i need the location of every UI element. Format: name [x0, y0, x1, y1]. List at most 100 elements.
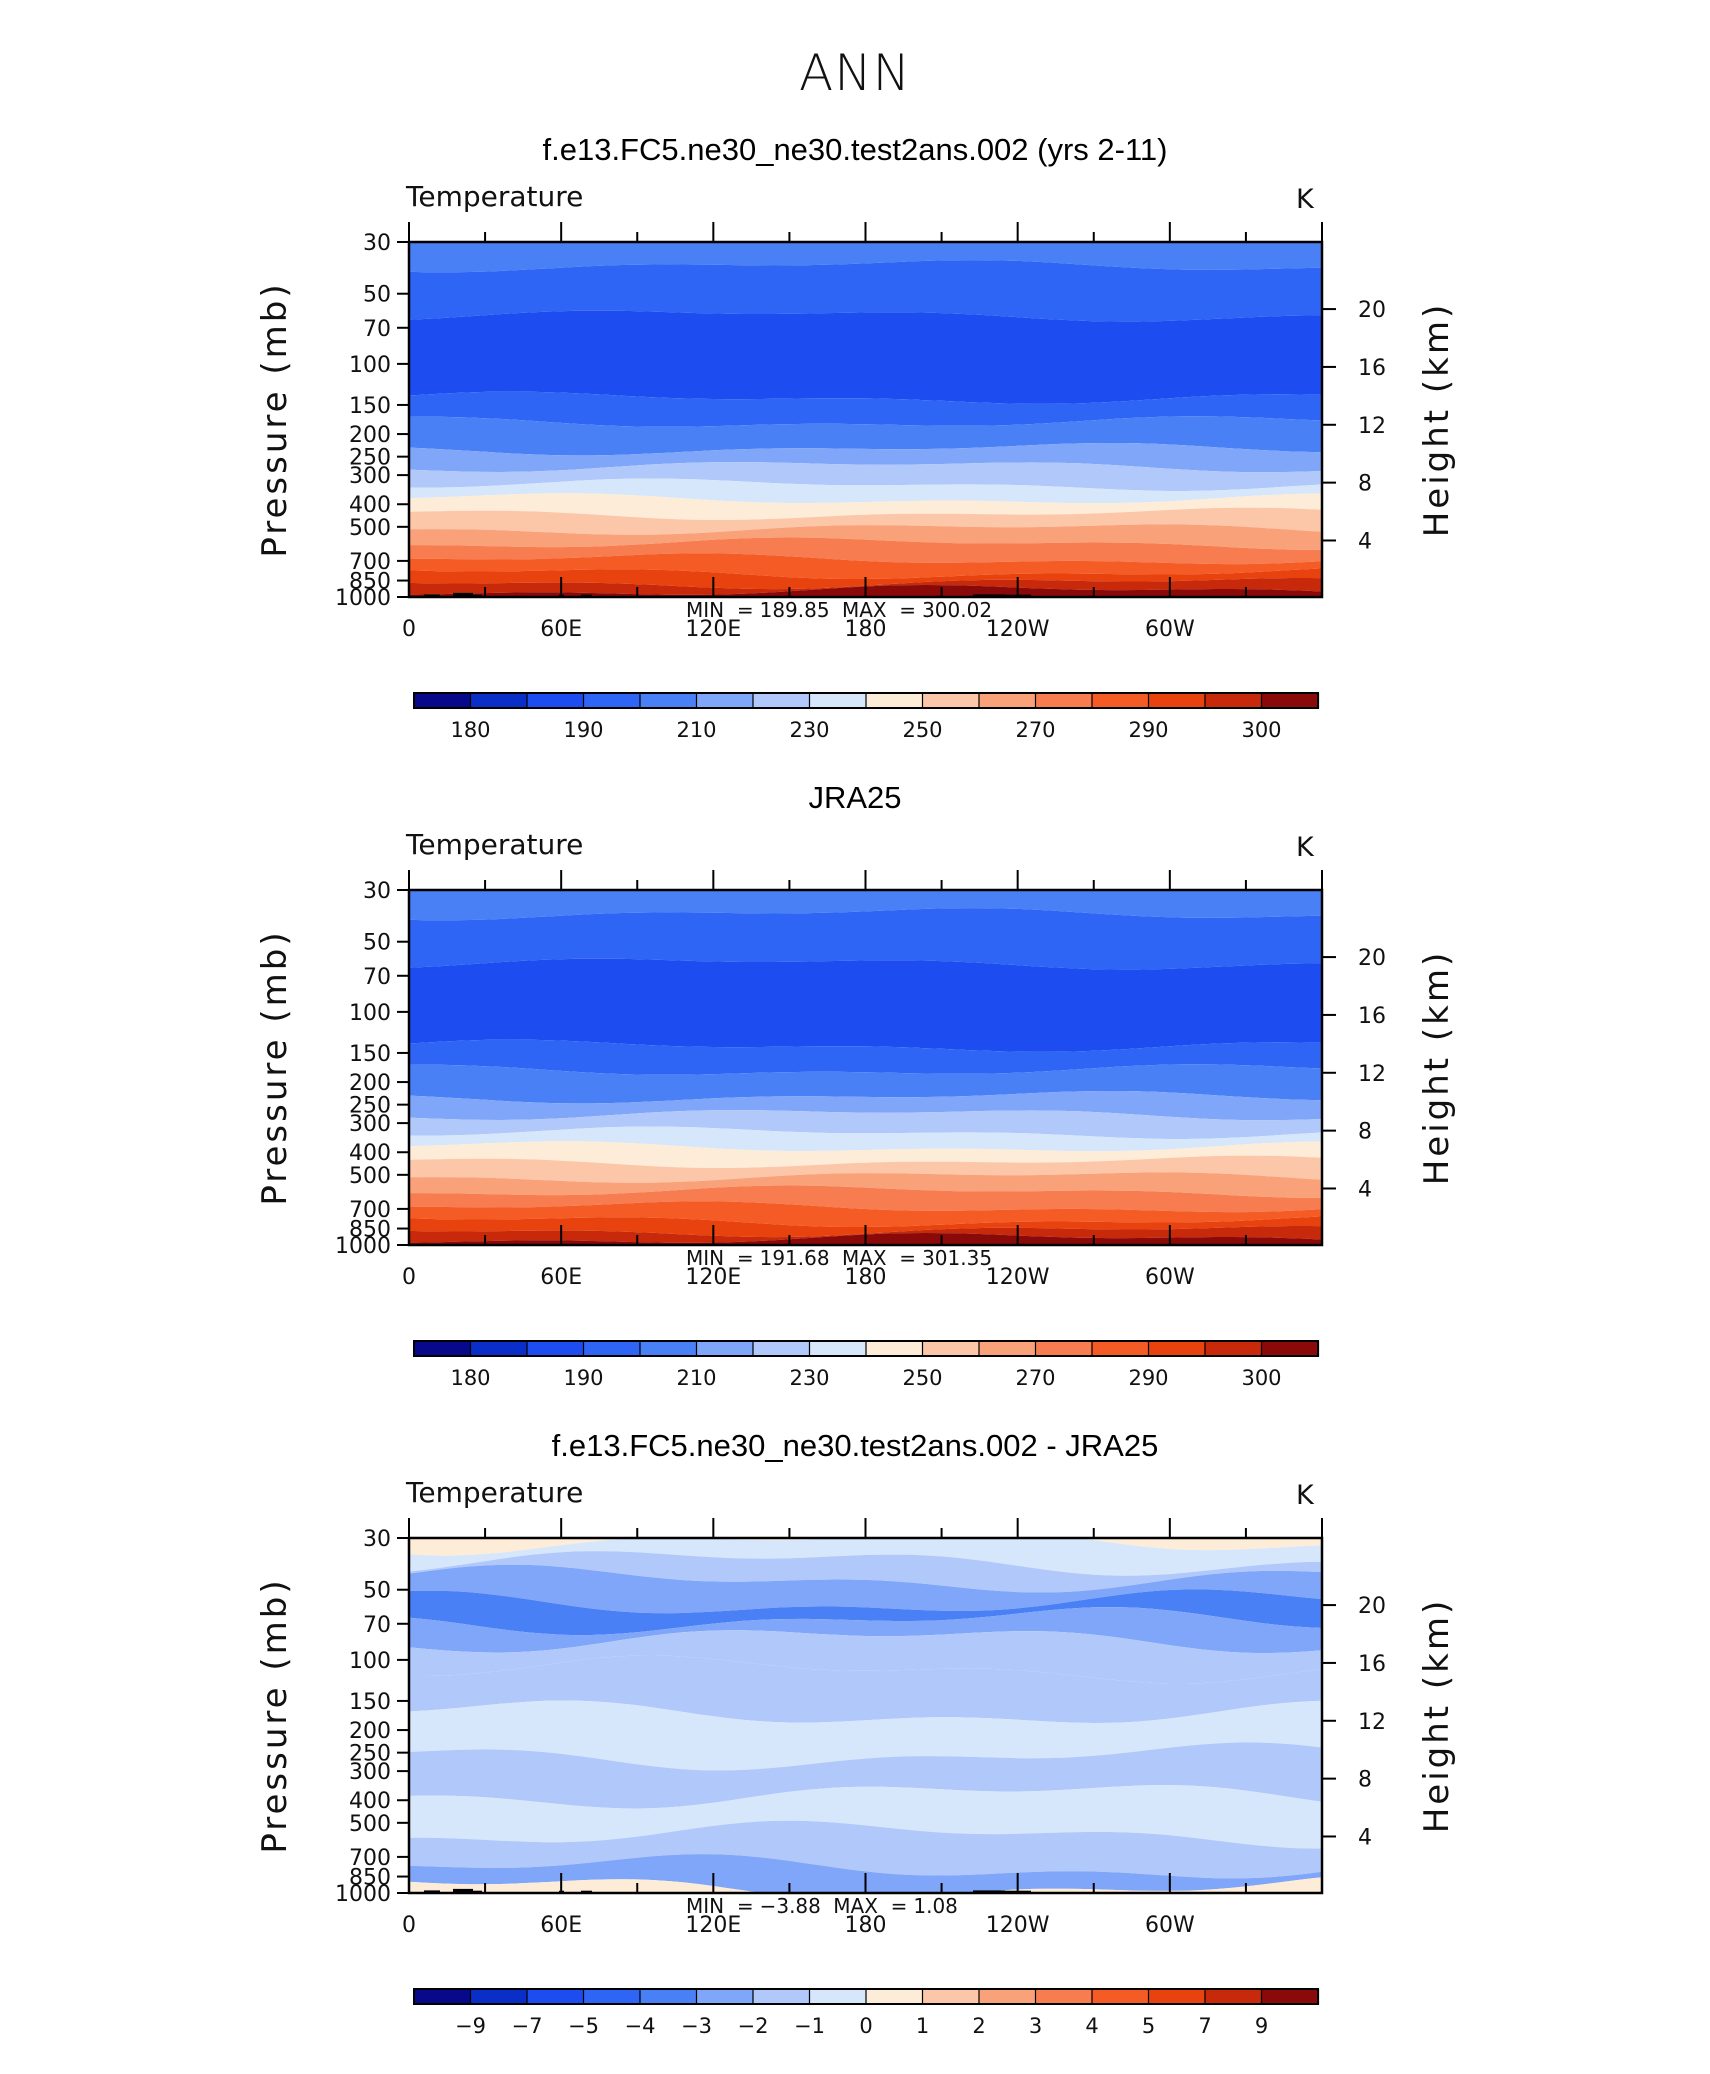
colorbar-label: 2 — [972, 2014, 985, 2038]
y-tick-label: 700 — [349, 1198, 391, 1223]
y2-tick-label: 4 — [1358, 1825, 1372, 1850]
y-tick-label: 100 — [349, 1649, 391, 1674]
colorbar-label: 290 — [1128, 718, 1168, 742]
colorbar-swatch — [865, 1988, 924, 2005]
colorbar-swatch — [808, 1340, 868, 1357]
colorbar-frame — [413, 692, 1319, 709]
contour-band — [409, 958, 1322, 1052]
contour-band — [409, 1538, 1322, 1576]
x-tick-label: 120E — [685, 1913, 741, 1938]
colorbar-swatch — [921, 1988, 981, 2005]
y2-axis-label: Height (km) — [1417, 302, 1457, 538]
y2-tick-label: 8 — [1358, 472, 1372, 497]
contour-band — [409, 1201, 1322, 1227]
colorbar-label: −1 — [794, 2014, 825, 2038]
y-tick-label: 50 — [363, 931, 391, 956]
colorbar-swatch — [1091, 692, 1150, 709]
colorbar-swatch — [1091, 1340, 1150, 1357]
y-tick-label: 500 — [349, 1164, 391, 1189]
max-value: 1.08 — [913, 1894, 958, 1918]
colorbar-label: −3 — [681, 2014, 712, 2038]
colorbar-swatch — [1091, 1988, 1150, 2005]
contour-plot: 0 60E 120E 180 120W 60W3050701001502002503004… — [255, 870, 1457, 1390]
contour-band — [409, 1785, 1322, 1849]
colorbar-label: 300 — [1241, 1366, 1281, 1390]
colorbar-swatch — [978, 1988, 1037, 2005]
terrain-mask — [453, 1888, 473, 1893]
panel-obs: JRA25 Temperature K MIN = 191.68 MAX = 301… — [0, 780, 1710, 1420]
y-tick-label: 250 — [349, 1742, 391, 1767]
y-tick-label: 100 — [349, 1001, 391, 1026]
colorbar-swatch — [1204, 1988, 1263, 2005]
x-tick-label: 0 — [402, 617, 416, 642]
colorbar-swatch — [526, 1340, 585, 1357]
colorbar-label: −5 — [568, 2014, 599, 2038]
y-tick-label: 150 — [349, 1690, 391, 1715]
colorbar-swatch — [865, 1340, 924, 1357]
y-tick-label: 500 — [349, 516, 391, 541]
colorbar-label: 210 — [676, 718, 716, 742]
colorbar-label: 270 — [1015, 718, 1055, 742]
contour-band — [409, 1064, 1322, 1104]
contour-band — [409, 1564, 1322, 1614]
y2-tick-label: 8 — [1358, 1120, 1372, 1145]
y2-tick-label: 20 — [1358, 946, 1386, 971]
contour-band — [409, 1589, 1322, 1636]
y-tick-label: 30 — [363, 1527, 391, 1552]
contour-band — [409, 493, 1322, 520]
y-tick-label: 30 — [363, 879, 391, 904]
y-tick-label: 500 — [349, 1812, 391, 1837]
colorbar-label: 180 — [450, 1366, 490, 1390]
colorbar-label: 250 — [902, 718, 942, 742]
x-tick-label: 120E — [685, 1265, 741, 1290]
y-axis-label: Pressure (mb) — [255, 1577, 295, 1853]
min-value: 191.68 — [759, 1246, 830, 1270]
colorbar-swatch — [639, 1340, 698, 1357]
contour-band — [409, 1141, 1322, 1168]
colorbar-label: −2 — [738, 2014, 769, 2038]
colorbar-swatch — [752, 1988, 811, 2005]
min-label: MIN = — [686, 1246, 754, 1270]
panel-model: f.e13.FC5.ne30_ne30.test2ans.002 (yrs 2-… — [0, 132, 1710, 772]
y2-axis-label: Height (km) — [1417, 950, 1457, 1186]
colorbar-swatch — [1147, 1988, 1207, 2005]
colorbar-label: 300 — [1241, 718, 1281, 742]
y-tick-label: 200 — [349, 1071, 391, 1096]
max-label: MAX = — [833, 1894, 908, 1918]
y-axis-label: Pressure (mb) — [255, 281, 295, 557]
x-tick-label: 180 — [845, 1265, 887, 1290]
y2-tick-label: 8 — [1358, 1768, 1372, 1793]
colorbar-label: 4 — [1085, 2014, 1098, 2038]
colorbar-label: −4 — [625, 2014, 656, 2038]
contour-band — [409, 537, 1322, 565]
variable-label: Temperature — [406, 180, 584, 213]
variable-label: Temperature — [406, 1476, 584, 1509]
y-tick-label: 700 — [349, 550, 391, 575]
y2-tick-label: 16 — [1358, 1004, 1386, 1029]
min-label: MIN = — [686, 598, 754, 622]
contour-plot: 0 60E 120E 180 120W 60W3050701001502002503004… — [255, 1518, 1457, 2038]
contour-band — [409, 1551, 1322, 1593]
y2-tick-label: 4 — [1358, 1177, 1372, 1202]
y-tick-label: 200 — [349, 1719, 391, 1744]
y2-axis-label: Height (km) — [1417, 1598, 1457, 1834]
x-tick-label: 180 — [845, 1913, 887, 1938]
colorbar-swatch — [695, 1340, 755, 1357]
y-tick-label: 70 — [363, 1613, 391, 1638]
y-tick-label: 400 — [349, 1789, 391, 1814]
unit-label: K — [1296, 1480, 1314, 1511]
y-axis-label: Pressure (mb) — [255, 929, 295, 1205]
colorbar-swatch — [752, 1340, 811, 1357]
y-tick-label: 400 — [349, 493, 391, 518]
colorbar-swatch — [695, 692, 755, 709]
y-tick-label: 30 — [363, 231, 391, 256]
colorbar-swatch — [413, 1988, 472, 2005]
x-tick-label: 60E — [540, 1913, 582, 1938]
contour-band — [409, 1155, 1322, 1183]
colorbar-label: 190 — [563, 1366, 603, 1390]
colorbar-label: 7 — [1198, 2014, 1211, 2038]
contour-band — [409, 478, 1322, 504]
contour-band — [409, 908, 1322, 970]
y-tick-label: 400 — [349, 1141, 391, 1166]
colorbar-swatch — [1034, 1988, 1094, 2005]
